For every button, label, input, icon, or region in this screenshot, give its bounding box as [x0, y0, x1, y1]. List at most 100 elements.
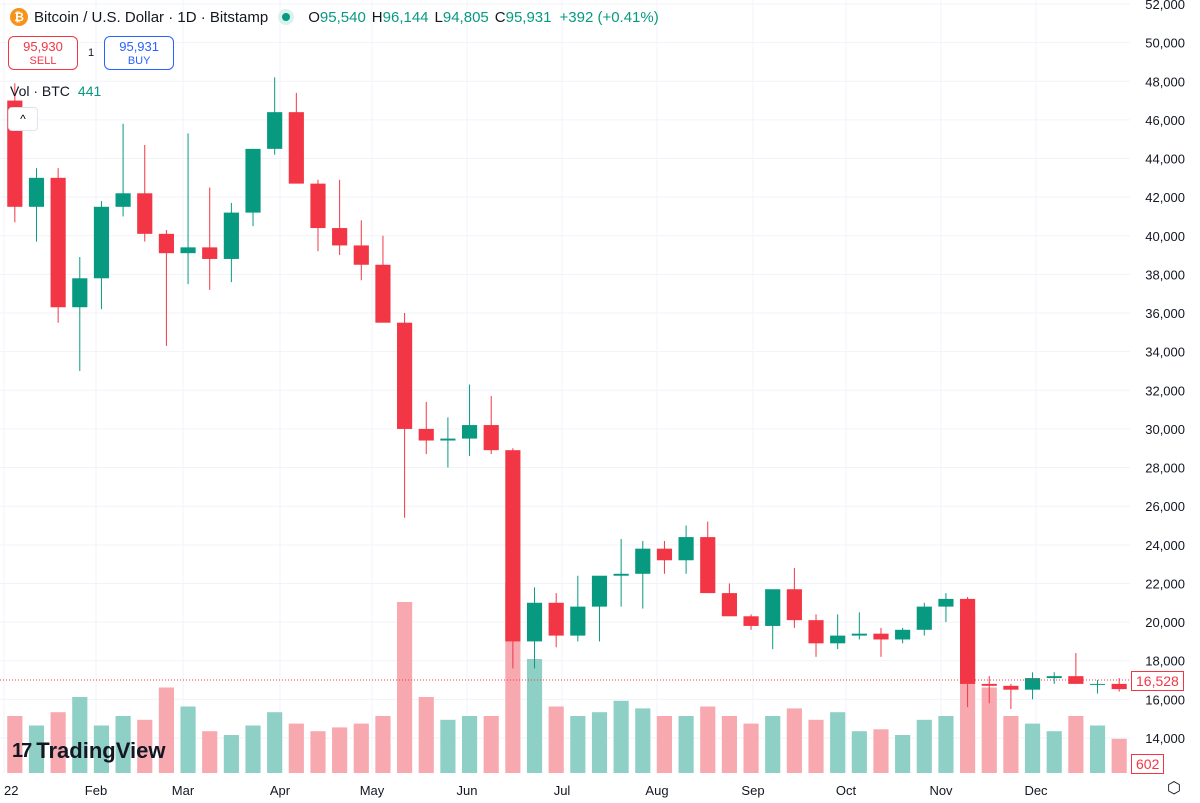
sell-price: 95,930 — [23, 39, 63, 54]
low-label: L — [434, 8, 443, 26]
volume-bar — [613, 700, 629, 773]
candle-body — [332, 228, 348, 246]
candle-body — [1111, 683, 1127, 690]
candle-body — [418, 428, 434, 441]
high-label: H — [371, 8, 383, 26]
candle-body — [115, 193, 131, 207]
candle-body — [721, 593, 737, 617]
sell-button[interactable]: 95,930 SELL — [8, 36, 78, 70]
collapse-legend-button[interactable]: ^ — [8, 107, 38, 131]
volume-bar — [115, 716, 131, 773]
chevron-up-icon: ^ — [20, 112, 26, 126]
y-tick-label: 50,000 — [1145, 36, 1185, 51]
y-tick-label: 18,000 — [1145, 654, 1185, 669]
candle-body — [483, 425, 499, 451]
volume-bar — [375, 716, 391, 773]
volume-bar — [418, 697, 434, 773]
close-label: C — [494, 8, 506, 26]
y-tick-label: 24,000 — [1145, 538, 1185, 553]
time-axis: 22 Feb Mar Apr May Jun Jul Aug Sep Oct Nov Dec — [4, 783, 1048, 798]
volume-bar — [830, 712, 846, 773]
candle-body — [1003, 685, 1019, 690]
x-tick-label: May — [360, 783, 385, 798]
volume-bar — [72, 697, 88, 773]
candle-body — [505, 450, 521, 642]
volume-bar — [50, 712, 66, 773]
candle-body — [808, 620, 824, 644]
volume-bar — [483, 716, 499, 773]
high-value: 96,144 — [382, 8, 429, 26]
candle-body — [50, 177, 66, 308]
symbol-title[interactable]: Bitcoin / U.S. Dollar · 1D · Bitstamp — [34, 8, 269, 26]
volume-bar — [267, 712, 283, 773]
volume-bar — [353, 723, 369, 773]
candles — [7, 77, 1127, 709]
volume-bar — [916, 719, 932, 773]
logo-text: TradingView — [36, 738, 166, 763]
market-status-icon — [282, 13, 291, 21]
volume-bar — [1111, 738, 1127, 773]
candle-body — [158, 233, 174, 254]
y-tick-label: 44,000 — [1145, 152, 1185, 167]
candle-body — [765, 589, 781, 626]
candle-body — [743, 616, 759, 626]
volume-legend[interactable]: Vol · BTC 441 — [10, 83, 101, 99]
volume-bar — [288, 723, 304, 773]
volume-bar — [591, 712, 608, 773]
volume-value: 441 — [77, 83, 102, 99]
candle-body — [895, 629, 911, 640]
volume-bar — [786, 708, 802, 773]
open-value: 95,540 — [319, 8, 366, 26]
candle-body — [93, 206, 110, 279]
candle-body — [1068, 676, 1084, 684]
low-value: 94,805 — [442, 8, 489, 26]
y-tick-label: 48,000 — [1145, 74, 1185, 89]
candle-body — [1046, 676, 1062, 679]
tradingview-logo[interactable]: 17 TradingView — [12, 738, 165, 764]
y-tick-label: 28,000 — [1145, 461, 1185, 476]
candle-body — [440, 438, 456, 441]
change-value: +392 (+0.41%) — [559, 8, 659, 26]
candle-body — [28, 177, 45, 207]
volume-bar — [743, 723, 759, 773]
candle-body — [830, 635, 846, 644]
candle-body — [570, 606, 586, 636]
trade-panel: 95,930 SELL 1 95,931 BUY — [8, 36, 175, 70]
volume-bar — [1046, 731, 1062, 773]
symbol-header: ₿ Bitcoin / U.S. Dollar · 1D · Bitstamp … — [10, 8, 659, 26]
volume-bar — [137, 719, 153, 773]
y-tick-label: 36,000 — [1145, 306, 1185, 321]
volume-bar — [656, 716, 673, 773]
volume-bar — [851, 731, 867, 773]
candle-body — [223, 212, 239, 259]
y-tick-label: 22,000 — [1145, 576, 1185, 591]
candle-body — [267, 112, 283, 149]
volume-bar — [808, 719, 824, 773]
open-label: O — [308, 8, 320, 26]
candle-body — [873, 633, 889, 640]
y-tick-label: 52,000 — [1145, 0, 1185, 12]
candle-body — [981, 683, 997, 686]
volume-bar — [461, 716, 478, 773]
candle-body — [245, 148, 261, 213]
last-price-tag: 16,528 — [1131, 671, 1184, 691]
settings-icon[interactable]: ⬡ — [1167, 780, 1181, 797]
candle-body — [678, 537, 694, 561]
y-tick-label: 38,000 — [1145, 267, 1185, 282]
y-tick-label: 32,000 — [1145, 383, 1185, 398]
volume-bar — [765, 716, 781, 773]
buy-label: BUY — [127, 55, 151, 67]
buy-button[interactable]: 95,931 BUY — [104, 36, 175, 70]
candle-body — [1089, 683, 1106, 685]
x-tick-label: 22 — [4, 783, 18, 798]
volume-bar — [570, 716, 586, 773]
volume-bar — [28, 725, 45, 773]
candle-body — [591, 575, 608, 607]
volume-bar — [721, 716, 737, 773]
volume-bar — [310, 731, 326, 773]
y-tick-label: 16,000 — [1145, 692, 1185, 707]
candle-body — [960, 598, 976, 684]
volume-bar — [526, 659, 543, 773]
close-value: 95,931 — [505, 8, 552, 26]
